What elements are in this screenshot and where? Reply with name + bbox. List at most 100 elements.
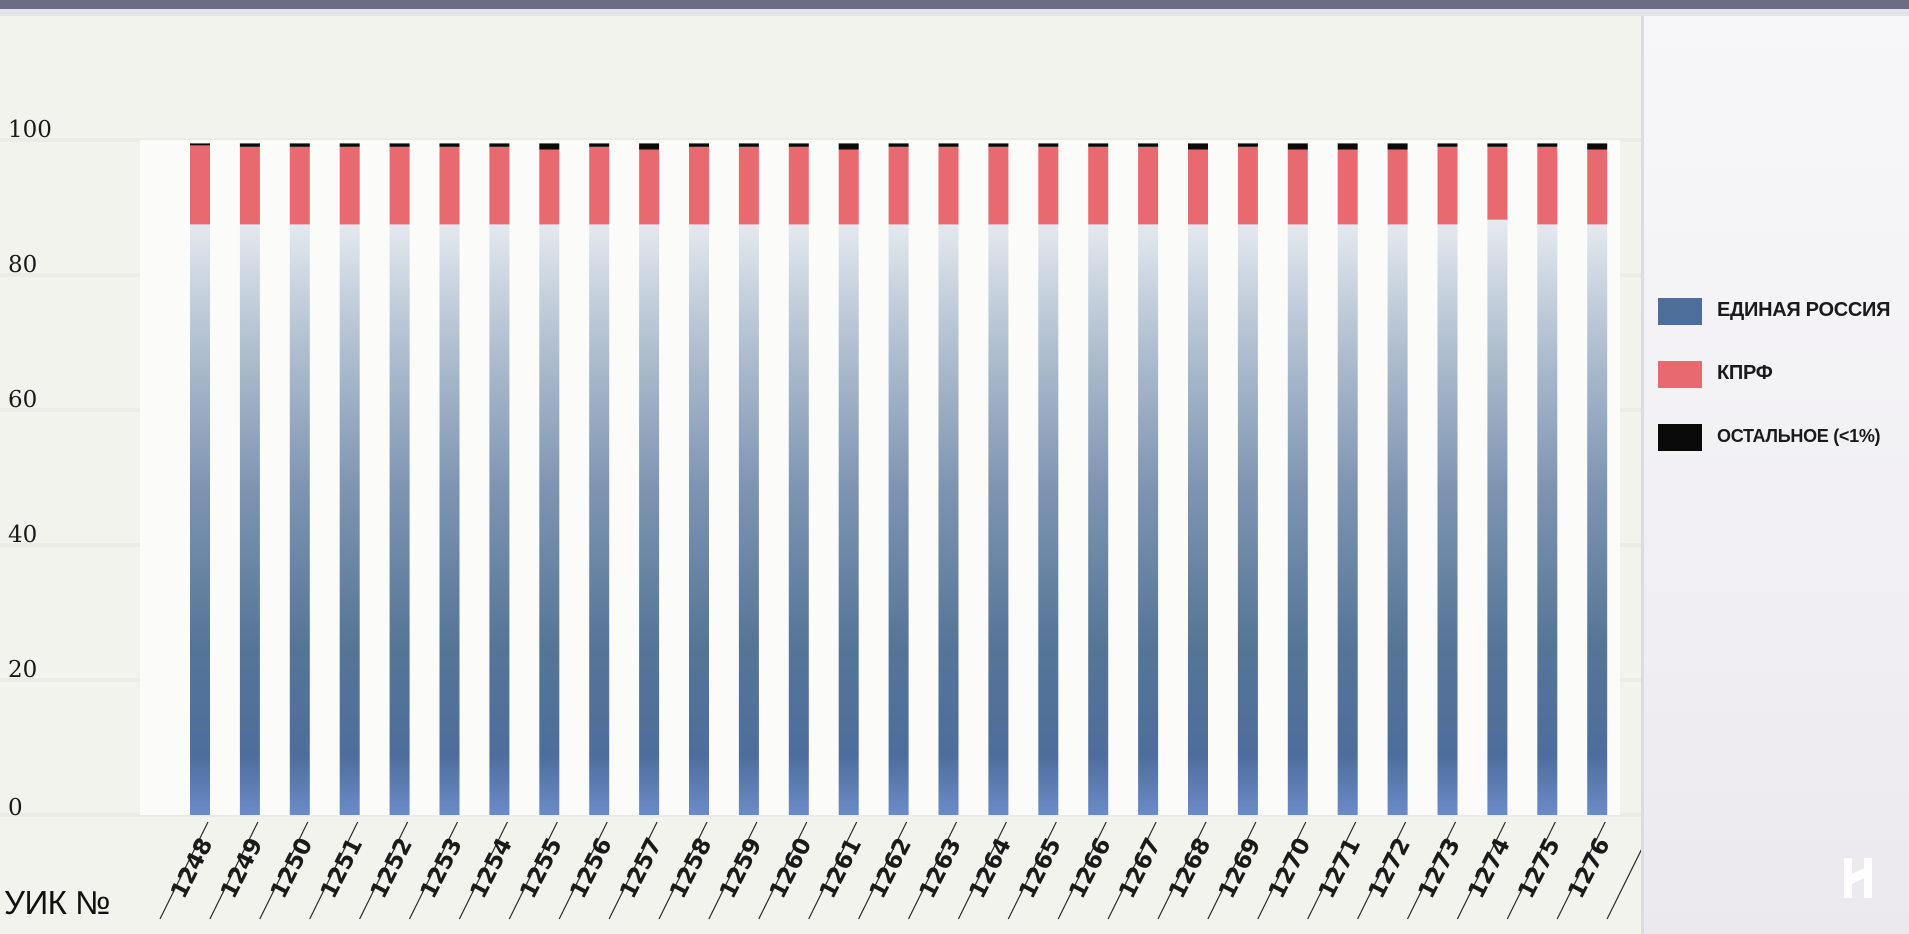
bar-er	[1237, 224, 1258, 815]
x-tick-label: 1259	[715, 834, 767, 903]
bar-er	[439, 224, 460, 815]
x-tick-mark	[858, 821, 908, 920]
x-axis: 1248124912501251125212531254125512561257…	[159, 821, 1641, 920]
bar-er	[938, 224, 959, 815]
x-tick-label: 1248	[166, 834, 218, 903]
y-tick-label: 40	[8, 522, 37, 548]
x-tick-mark	[608, 821, 658, 920]
bar-other	[239, 143, 260, 147]
bar-kprf	[1138, 146, 1159, 225]
bar-er	[1437, 224, 1458, 815]
channel-logo-icon	[1844, 858, 1872, 898]
x-tick-mark	[1257, 821, 1307, 920]
bar-er	[1287, 224, 1308, 815]
bar-er	[539, 224, 560, 815]
bar-kprf	[289, 146, 310, 225]
legend-swatch-other	[1658, 424, 1702, 451]
x-tick-label: 1252	[366, 834, 418, 903]
bar-other	[289, 143, 310, 147]
x-tick-mark	[907, 821, 958, 920]
x-tick-label: 1270	[1264, 834, 1316, 903]
panel-divider	[1641, 16, 1644, 934]
bar-other	[938, 143, 959, 147]
x-tick-mark	[1157, 821, 1207, 920]
x-tick-mark	[508, 821, 558, 920]
bar-kprf	[1038, 146, 1059, 225]
legend-label-kprf: КПРФ	[1717, 362, 1773, 384]
bar-kprf	[689, 146, 709, 225]
bar-other	[639, 143, 660, 150]
x-tick-mark	[408, 821, 459, 920]
x-tick-mark	[159, 821, 209, 920]
x-tick-label: 1263	[915, 834, 967, 903]
x-tick-mark	[1007, 821, 1057, 920]
bar-kprf	[190, 145, 210, 225]
legend-swatch-er	[1658, 298, 1702, 325]
bar-other	[190, 143, 210, 146]
bar-kprf	[788, 146, 809, 225]
bar-other	[1088, 143, 1109, 147]
legend-swatch-kprf	[1658, 361, 1702, 388]
x-tick-mark	[808, 821, 858, 920]
bar-er	[1487, 219, 1508, 816]
bar-kprf	[938, 146, 959, 225]
bar-kprf	[539, 149, 560, 225]
x-tick-mark	[1107, 821, 1157, 920]
bar-other	[1237, 143, 1258, 147]
x-tick-label: 1267	[1114, 834, 1166, 903]
bar-er	[289, 224, 310, 815]
x-tick-mark	[209, 821, 259, 920]
bar-kprf	[489, 146, 510, 225]
bar-kprf	[988, 146, 1009, 225]
x-tick-mark	[1207, 821, 1257, 920]
bar-er	[1587, 224, 1608, 815]
bar-other	[339, 143, 360, 147]
bar-other	[738, 143, 759, 147]
bar-other	[1188, 143, 1208, 150]
bar-er	[339, 224, 360, 815]
bar-kprf	[1437, 146, 1458, 225]
x-tick-label: 1266	[1064, 834, 1116, 903]
bar-er	[838, 224, 859, 815]
bar-other	[988, 143, 1009, 147]
x-tick-label: 1255	[515, 834, 567, 903]
bar-kprf	[1587, 149, 1608, 225]
plot-background	[140, 140, 1620, 815]
bar-er	[190, 224, 210, 815]
bar-other	[439, 143, 460, 147]
y-tick-label: 100	[8, 117, 52, 143]
x-tick-label: 1258	[665, 834, 717, 903]
bar-kprf	[389, 146, 410, 225]
bar-er	[1038, 224, 1059, 815]
x-axis-title: УИК №	[4, 884, 110, 921]
legend-panel	[1644, 16, 1909, 934]
bar-er	[1537, 224, 1558, 815]
legend-label-other: ОСТАЛЬНОЕ (<1%)	[1717, 426, 1881, 446]
bar-other	[539, 143, 560, 150]
y-tick-label: 80	[8, 252, 37, 278]
bar-other	[389, 143, 410, 147]
bar-kprf	[589, 146, 610, 225]
bar-kprf	[1088, 146, 1109, 225]
x-tick-mark	[309, 821, 359, 920]
x-tick-label: 1265	[1014, 834, 1066, 903]
bar-other	[888, 143, 909, 147]
x-tick-mark	[1357, 821, 1407, 920]
bar-er	[1337, 224, 1358, 815]
x-tick-mark	[458, 821, 508, 920]
bar-kprf	[239, 146, 260, 225]
y-tick-label: 60	[8, 387, 37, 413]
x-tick-mark	[1406, 821, 1457, 920]
y-tick-label: 0	[8, 795, 23, 821]
bar-er	[988, 224, 1009, 815]
x-tick-mark	[259, 821, 309, 920]
x-tick-mark	[758, 821, 808, 920]
bar-kprf	[1337, 149, 1358, 225]
bar-kprf	[439, 146, 460, 225]
x-tick-label: 1269	[1214, 834, 1266, 903]
bar-other	[1138, 143, 1159, 147]
x-tick-label: 1275	[1513, 834, 1565, 903]
x-tick-label: 1260	[765, 834, 817, 903]
bar-er	[738, 224, 759, 815]
bar-er	[1188, 224, 1208, 815]
